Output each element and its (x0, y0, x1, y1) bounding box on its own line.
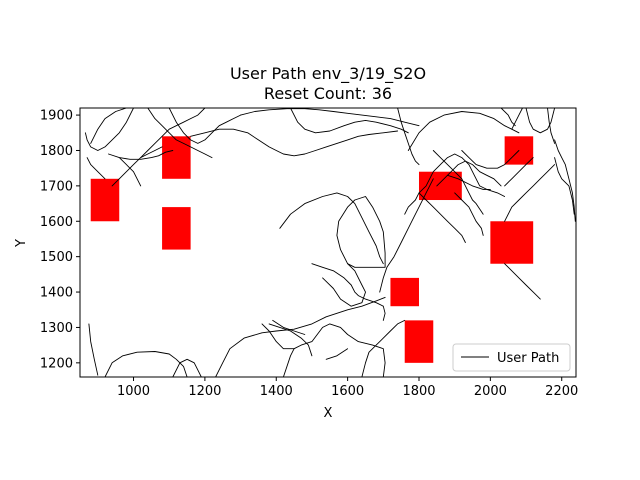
y-tick-label-1600: 1600 (40, 215, 73, 230)
y-tick-label-1400: 1400 (40, 286, 73, 301)
path-segment-33 (108, 150, 174, 160)
legend: User Path (452, 343, 571, 372)
path-segment-38 (147, 108, 213, 159)
x-tick-label-2200: 2200 (545, 384, 578, 399)
chart-subtitle: Reset Count: 36 (264, 84, 392, 103)
path-segment-45 (504, 157, 534, 187)
y-tick-label-1500: 1500 (40, 250, 73, 265)
path-segment-9 (325, 348, 349, 360)
chart-title: User Path env_3/19_S2O (230, 64, 426, 84)
path-segment-13 (279, 192, 384, 265)
y-axis: 1200 1300 1400 1500 1600 1700 1800 1900 (40, 109, 80, 371)
x-tick-label-1400: 1400 (260, 384, 293, 399)
path-segment-31 (84, 108, 134, 151)
y-tick-label-1300: 1300 (40, 321, 73, 336)
path-segment-21 (447, 174, 491, 190)
path-segment-39 (168, 108, 242, 144)
obstacle-2 (162, 136, 191, 179)
path-segment-11 (311, 263, 386, 321)
path-segment-2 (104, 351, 188, 377)
path-segment-34 (118, 157, 142, 187)
path-segment-24 (511, 108, 523, 130)
path-segment-17 (418, 192, 466, 243)
path-segment-4 (215, 296, 386, 377)
path-segment-1 (88, 323, 99, 376)
path-segment-23 (407, 111, 520, 151)
x-tick-label-1000: 1000 (117, 384, 150, 399)
y-axis-label: Y (14, 239, 29, 248)
path-segment-43 (397, 108, 420, 166)
path-segment-26 (547, 108, 556, 144)
x-tick-label-1800: 1800 (402, 384, 435, 399)
path-segment-8 (361, 319, 406, 377)
path-segment-16 (404, 153, 506, 215)
path-segment-44 (500, 108, 516, 127)
path-segment-32 (90, 108, 127, 144)
x-axis: 1000 1200 1400 1600 1800 2000 2200 (117, 377, 578, 399)
path-segment-10 (272, 319, 306, 335)
path-segment-14 (336, 196, 386, 268)
y-tick-label-1700: 1700 (40, 179, 73, 194)
path-segment-42 (290, 108, 409, 134)
path-segment-15 (379, 178, 434, 293)
path-segment-6 (282, 323, 386, 377)
path-segment-5 (268, 323, 313, 357)
obstacle-1 (90, 178, 120, 222)
path-segment-12 (322, 263, 366, 307)
path-segment-7 (261, 323, 295, 350)
obstacle-6 (490, 221, 534, 264)
path-segment-25 (525, 108, 556, 134)
x-tick-label-1600: 1600 (331, 384, 364, 399)
path-segment-41 (240, 108, 420, 127)
x-tick-label-2000: 2000 (474, 384, 507, 399)
path-segment-27 (554, 139, 576, 222)
path-segment-3 (172, 358, 202, 377)
obstacle-7 (390, 277, 419, 307)
path-segment-35 (111, 146, 163, 187)
path-segment-20 (454, 192, 484, 236)
path-segment-30 (504, 263, 541, 300)
path-segment-37 (140, 108, 206, 159)
path-segment-40 (190, 128, 399, 157)
x-axis-label: X (324, 406, 333, 421)
x-tick-label-1200: 1200 (188, 384, 221, 399)
legend-box (452, 343, 571, 372)
legend-label-user-path: User Path (497, 351, 559, 366)
obstacle-4 (418, 171, 462, 201)
path-segment-29 (504, 164, 556, 222)
path-segment-19 (432, 150, 484, 215)
path-segment-22 (461, 150, 520, 169)
user-path (84, 108, 576, 377)
path-segment-36 (86, 157, 106, 180)
obstacle-8 (404, 320, 434, 363)
y-tick-label-1800: 1800 (40, 144, 73, 159)
obstacle-3 (162, 207, 191, 250)
y-tick-label-1200: 1200 (40, 356, 73, 371)
path-segment-28 (554, 157, 575, 215)
y-tick-label-1900: 1900 (40, 109, 73, 124)
plot-frame (79, 107, 577, 378)
